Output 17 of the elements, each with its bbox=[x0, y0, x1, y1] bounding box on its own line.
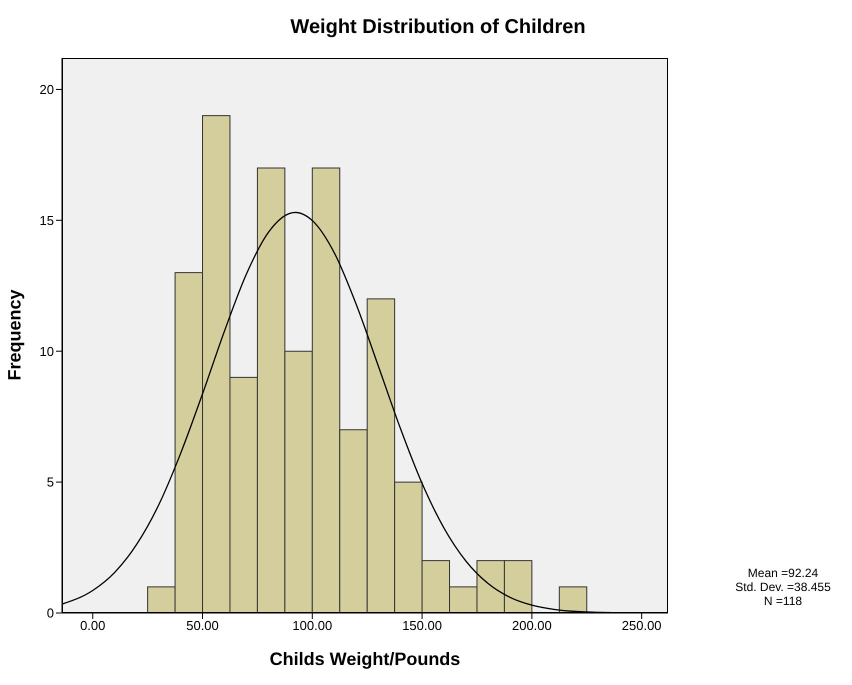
chart-title: Weight Distribution of Children bbox=[289, 16, 587, 39]
x-tick-label: 0.00 bbox=[80, 618, 106, 634]
x-tick-label: 100.00 bbox=[292, 618, 332, 634]
x-tick-label: 150.00 bbox=[402, 618, 442, 634]
x-tick-label: 200.00 bbox=[512, 618, 552, 634]
y-axis-title: Frequency bbox=[4, 289, 24, 380]
text: N =118 bbox=[762, 594, 804, 608]
x-axis-title: Childs Weight/Pounds bbox=[270, 649, 460, 669]
text: Mean =92.24 bbox=[746, 566, 820, 580]
y-tick-label: 10 bbox=[40, 344, 54, 359]
x-tick-label: 250.00 bbox=[622, 618, 662, 634]
x-tick-label: 50.00 bbox=[186, 618, 219, 634]
y-tick-label: 5 bbox=[46, 474, 54, 490]
y-tick-label: 20 bbox=[40, 82, 54, 98]
text: Std. Dev. =38.455 bbox=[734, 580, 832, 594]
y-tick-label: 0 bbox=[46, 606, 54, 621]
y-tick-label: 15 bbox=[40, 212, 54, 228]
